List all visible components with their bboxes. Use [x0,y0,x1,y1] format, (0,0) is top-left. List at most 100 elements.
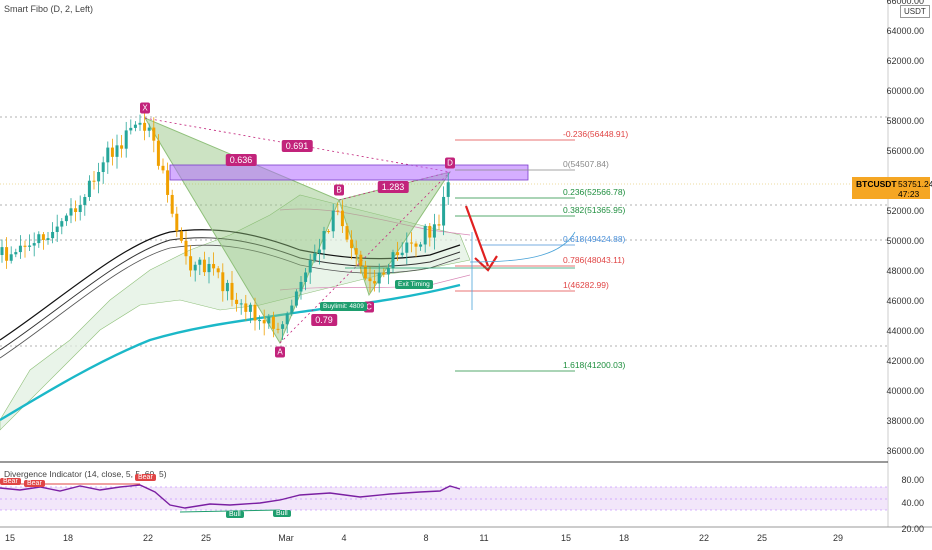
candle-body [299,281,303,292]
time-tick: 4 [341,533,347,543]
time-tick: 8 [423,533,429,543]
candle-body [258,320,262,322]
candle-body [400,252,404,256]
oscillator-title: Divergence Indicator (14, close, 5, 5, 6… [4,469,167,479]
symbol-label: BTCUSDT [856,179,897,189]
price-tick: 48000.00 [886,266,924,276]
candle-body [124,130,128,149]
osc-tick: 40.00 [901,498,924,508]
candle-body [170,194,174,214]
candle-body [28,245,32,247]
price-tick: 58000.00 [886,116,924,126]
fib-label: 0.618(49424.88) [563,234,626,244]
candle-body [327,231,331,233]
candle-body [166,170,170,195]
time-tick: Mar [278,533,294,543]
ratio-xd: 0.691 [281,140,313,152]
candle-body [276,328,280,330]
candle-body [382,272,386,275]
time-tick: 18 [618,533,630,543]
candle-body [179,231,183,241]
candle-body [78,205,82,213]
candle-body [23,245,27,247]
candle-body [359,254,363,266]
exit-timing-tag: Exit Timing [395,280,433,289]
candle-body [41,234,45,240]
candle-body [37,234,41,244]
point-a: A [275,346,285,358]
candle-body [391,252,395,269]
price-tick: 50000.00 [886,236,924,246]
candle-body [83,197,87,206]
candle-body [340,210,344,227]
candle-body [138,122,142,125]
candle-body [308,260,312,273]
price-tick: 62000.00 [886,56,924,66]
ratio-bc: 0.79 [311,314,337,326]
prz-zone [169,164,529,181]
osc-band [0,487,888,510]
currency-badge[interactable]: USDT [900,5,930,18]
fib-label: 0(54507.84) [563,159,609,169]
candle-body [156,140,160,166]
price-tick: 64000.00 [886,26,924,36]
point-x: X [140,102,150,114]
price-tick: 52000.00 [886,206,924,216]
candle-body [368,278,372,282]
candle-body [18,245,22,253]
band-line [279,208,471,236]
candle-body [198,259,202,265]
time-tick: 25 [200,533,212,543]
point-b: B [334,184,344,196]
price-tick: 44000.00 [886,326,924,336]
candle-body [175,213,179,232]
candle-body [363,265,367,279]
point-d: D [445,157,455,169]
candle-body [294,291,298,306]
candle-body [271,316,275,329]
candle-body [161,165,165,171]
candle-body [290,305,294,314]
candle-body [207,263,211,273]
bull-label: Bull [226,511,244,518]
bear-label: Bear [24,480,45,487]
candle-body [74,208,78,213]
candle-body [193,264,197,271]
candle-body [285,313,289,325]
candle-body [184,240,188,257]
candle-body [267,316,271,324]
candle-body [350,239,354,249]
candle-body [437,224,441,226]
time-tick: 15 [4,533,16,543]
indicator-title: Smart Fibo (D, 2, Left) [4,4,94,14]
time-tick: 11 [479,533,489,543]
candle-body [235,299,239,304]
ratio-cd: 1.283 [377,181,409,193]
price-tick: 46000.00 [886,296,924,306]
ad-line [279,171,451,344]
candle-body [115,145,119,157]
fib-label: 1(46282.99) [563,280,609,290]
candle-body [377,272,381,284]
candle-body [248,304,252,312]
candle-body [253,304,257,321]
candle-body [46,238,50,240]
price-tick: 38000.00 [886,416,924,426]
time-tick: 29 [832,533,844,543]
price-tick: 36000.00 [886,446,924,456]
time-tick: 18 [62,533,74,543]
candle-body [5,247,9,261]
projection-line [469,231,576,263]
price-tick: 56000.00 [886,146,924,156]
price-tick: 40000.00 [886,386,924,396]
candle-body [317,249,321,254]
candle-body [354,248,358,255]
price-tick: 42000.00 [886,356,924,366]
candle-body [147,127,151,131]
ma-black-1 [0,229,461,341]
point-c: C [364,301,374,313]
candle-body [239,303,243,305]
countdown: 47:23 [898,189,920,199]
candle-body [230,282,234,300]
